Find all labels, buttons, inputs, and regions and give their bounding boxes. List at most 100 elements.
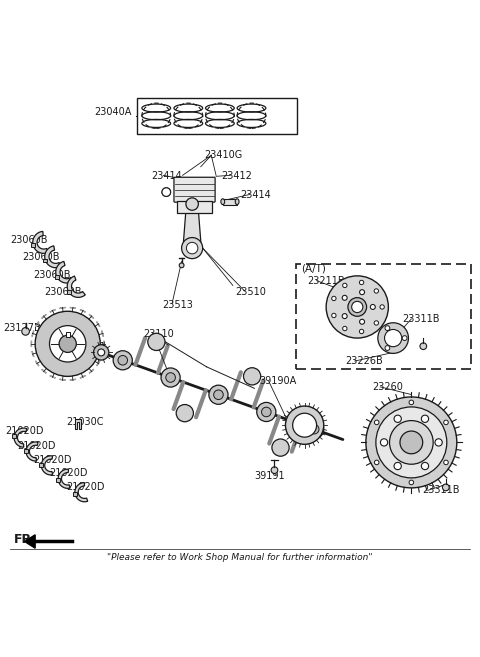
Circle shape: [389, 420, 433, 464]
Bar: [73, 492, 77, 496]
Bar: [12, 434, 16, 438]
Text: (A/T): (A/T): [301, 263, 326, 274]
Circle shape: [271, 467, 278, 474]
Circle shape: [179, 263, 184, 267]
Ellipse shape: [221, 199, 225, 204]
Circle shape: [243, 368, 261, 385]
Text: FR.: FR.: [14, 533, 37, 545]
Circle shape: [360, 329, 364, 334]
Circle shape: [444, 420, 448, 424]
Polygon shape: [42, 315, 46, 319]
Circle shape: [374, 321, 379, 325]
Polygon shape: [33, 231, 48, 254]
Circle shape: [385, 346, 390, 350]
FancyArrow shape: [24, 535, 53, 548]
Polygon shape: [70, 307, 76, 308]
Circle shape: [435, 439, 442, 446]
Text: 23040A: 23040A: [94, 107, 132, 117]
Bar: [24, 449, 28, 453]
Circle shape: [59, 335, 76, 352]
Circle shape: [257, 402, 276, 422]
Circle shape: [332, 296, 336, 301]
Bar: [55, 275, 59, 279]
Polygon shape: [183, 204, 201, 248]
Text: 23127B: 23127B: [3, 323, 41, 332]
Polygon shape: [80, 376, 85, 378]
Circle shape: [394, 415, 401, 422]
Circle shape: [186, 198, 198, 210]
Circle shape: [444, 460, 448, 464]
Circle shape: [22, 328, 29, 335]
Polygon shape: [102, 351, 103, 357]
Circle shape: [360, 281, 364, 284]
Circle shape: [118, 355, 128, 365]
Circle shape: [374, 460, 379, 464]
Polygon shape: [58, 469, 70, 488]
Polygon shape: [60, 307, 66, 308]
Bar: [44, 259, 48, 262]
Circle shape: [181, 238, 203, 259]
Circle shape: [343, 283, 347, 288]
Circle shape: [162, 188, 170, 196]
Polygon shape: [42, 369, 46, 373]
Polygon shape: [70, 379, 76, 380]
Circle shape: [305, 420, 324, 439]
Text: 23060B: 23060B: [45, 287, 82, 297]
Circle shape: [384, 329, 402, 347]
Polygon shape: [75, 483, 88, 502]
Bar: [66, 332, 70, 337]
Bar: [67, 290, 71, 294]
Circle shape: [326, 276, 388, 338]
Circle shape: [332, 313, 336, 317]
Circle shape: [381, 439, 388, 446]
Circle shape: [166, 373, 175, 382]
Circle shape: [209, 385, 228, 404]
Circle shape: [420, 343, 427, 350]
Text: 23414: 23414: [152, 171, 182, 181]
Circle shape: [262, 407, 271, 417]
Polygon shape: [36, 361, 39, 366]
Circle shape: [162, 188, 170, 196]
Polygon shape: [102, 330, 103, 336]
Circle shape: [186, 242, 198, 254]
Polygon shape: [67, 276, 85, 298]
Circle shape: [342, 313, 347, 319]
Text: 23211B: 23211B: [307, 276, 345, 286]
Circle shape: [214, 390, 223, 399]
Text: 23226B: 23226B: [345, 356, 383, 366]
Text: 23060B: 23060B: [22, 252, 60, 261]
Circle shape: [409, 480, 414, 485]
Text: 23110: 23110: [144, 329, 174, 339]
Text: "Please refer to Work Shop Manual for further information": "Please refer to Work Shop Manual for fu…: [107, 553, 373, 562]
Circle shape: [35, 311, 100, 376]
Circle shape: [394, 463, 401, 470]
Circle shape: [409, 400, 414, 405]
Polygon shape: [50, 309, 56, 312]
Polygon shape: [96, 322, 100, 327]
Polygon shape: [96, 361, 100, 366]
Text: 23513: 23513: [162, 300, 193, 309]
FancyBboxPatch shape: [174, 177, 215, 202]
Polygon shape: [36, 322, 39, 327]
Text: 23060B: 23060B: [10, 235, 48, 245]
Circle shape: [148, 333, 165, 350]
Circle shape: [113, 351, 132, 370]
Text: 23124B: 23124B: [44, 323, 82, 332]
Text: 21020D: 21020D: [67, 482, 105, 492]
Circle shape: [371, 304, 375, 309]
Bar: [39, 463, 43, 467]
Circle shape: [400, 431, 423, 454]
Text: 23260: 23260: [372, 382, 403, 392]
Circle shape: [310, 424, 319, 434]
Ellipse shape: [235, 199, 239, 204]
Text: 23412: 23412: [221, 171, 252, 181]
Bar: [297, 264, 471, 369]
Polygon shape: [80, 309, 85, 312]
Circle shape: [360, 290, 364, 294]
Circle shape: [49, 326, 86, 362]
Circle shape: [360, 319, 364, 325]
Circle shape: [376, 407, 447, 478]
Polygon shape: [89, 369, 94, 373]
Polygon shape: [75, 419, 81, 429]
Text: 21020D: 21020D: [17, 441, 56, 451]
